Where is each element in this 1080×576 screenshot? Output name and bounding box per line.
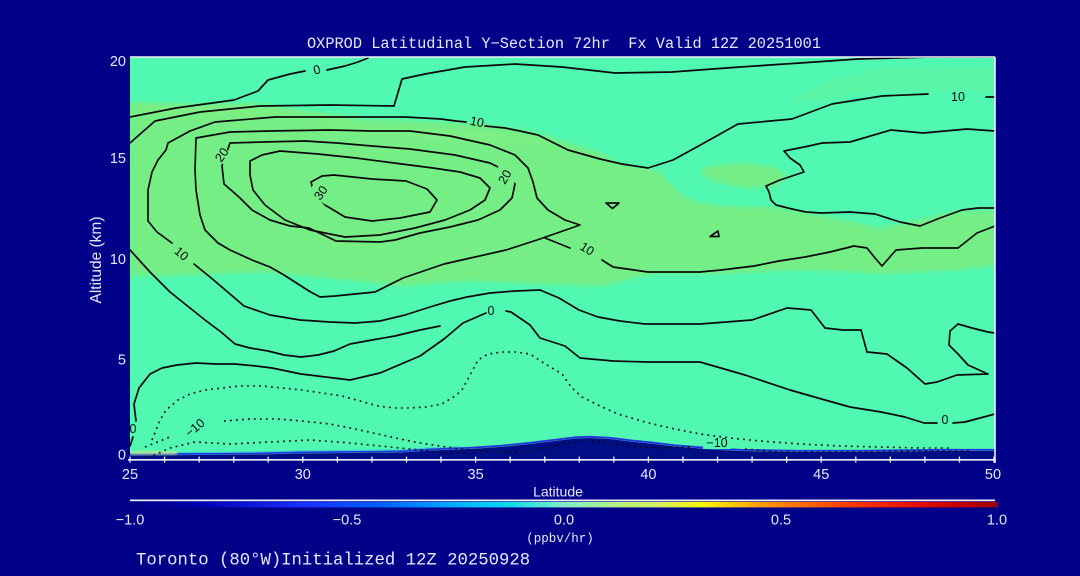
svg-text:0: 0: [942, 413, 949, 427]
svg-text:25: 25: [122, 467, 138, 483]
svg-text:0.0: 0.0: [554, 513, 574, 529]
svg-text:35: 35: [468, 467, 484, 483]
svg-text:10: 10: [951, 90, 965, 104]
svg-text:20: 20: [110, 54, 126, 70]
svg-text:Toronto (80°W)Initialized 12Z: Toronto (80°W)Initialized 12Z 20250928: [136, 552, 530, 571]
svg-text:(ppbv/hr): (ppbv/hr): [526, 532, 594, 546]
svg-text:−1.0: −1.0: [116, 513, 145, 529]
svg-text:1.0: 1.0: [987, 513, 1007, 529]
svg-text:−10: −10: [706, 436, 727, 450]
svg-text:0: 0: [488, 304, 495, 318]
svg-text:15: 15: [110, 151, 126, 167]
svg-text:OXPROD Latitudinal Y−Section 7: OXPROD Latitudinal Y−Section 72hr Fx Val…: [307, 35, 821, 53]
svg-text:0: 0: [130, 422, 137, 436]
svg-text:50: 50: [985, 467, 1001, 483]
svg-text:−0.5: −0.5: [333, 513, 362, 529]
svg-text:0: 0: [312, 62, 322, 77]
svg-text:5: 5: [118, 353, 126, 369]
svg-text:45: 45: [813, 467, 829, 483]
svg-text:0: 0: [118, 448, 126, 464]
svg-text:10: 10: [577, 239, 596, 258]
svg-text:Latitude: Latitude: [533, 484, 583, 500]
svg-text:30: 30: [295, 467, 311, 483]
svg-text:10: 10: [469, 114, 486, 131]
svg-text:10: 10: [110, 252, 126, 268]
svg-text:Altitude (km): Altitude (km): [88, 217, 105, 304]
svg-text:40: 40: [640, 467, 656, 483]
svg-text:30: 30: [311, 183, 330, 202]
svg-text:20: 20: [212, 145, 231, 164]
svg-text:20: 20: [495, 167, 514, 186]
svg-text:0.5: 0.5: [771, 513, 791, 529]
